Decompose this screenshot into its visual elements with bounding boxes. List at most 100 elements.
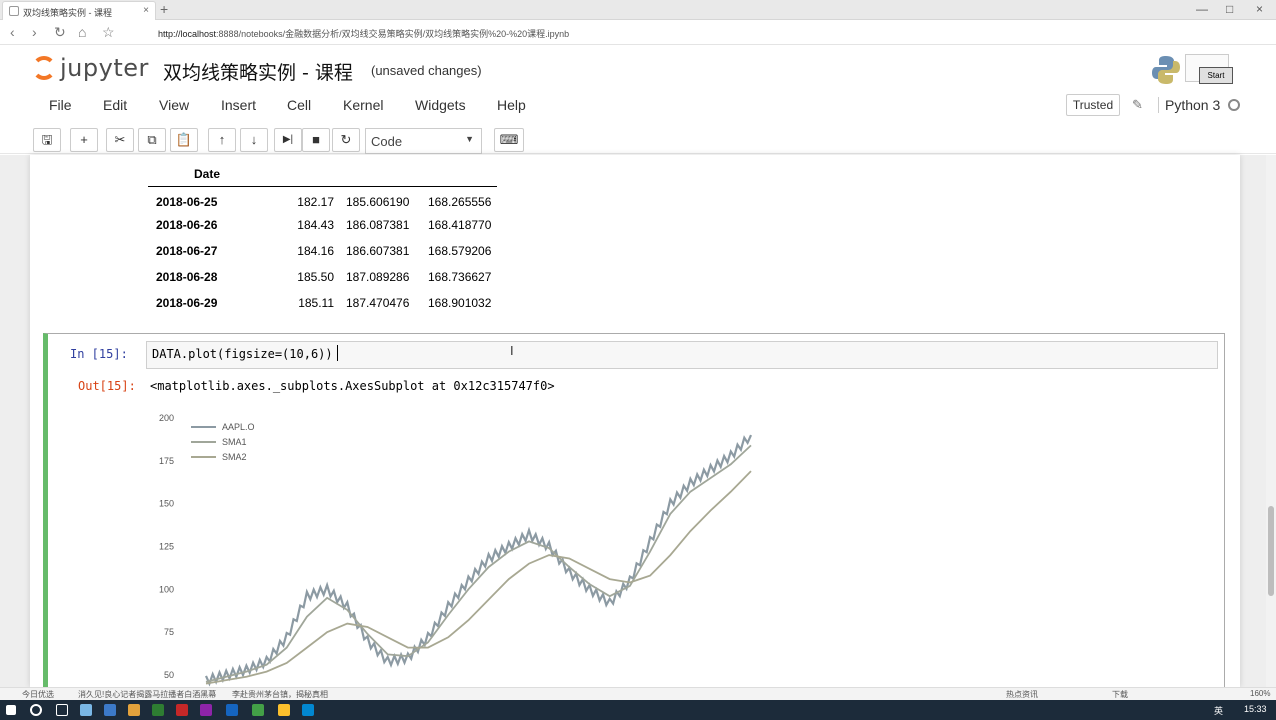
cell-sma1: 186.087381 xyxy=(346,218,410,232)
cut-button[interactable]: ✂ xyxy=(106,128,134,152)
table-row: 2018-06-25 182.17 185.606190 168.265556 xyxy=(148,186,497,212)
index-header: Date xyxy=(148,162,266,187)
scrollbar-thumb[interactable] xyxy=(1268,506,1274,596)
cell-aapl: 184.43 xyxy=(297,218,334,232)
app-icon[interactable] xyxy=(226,704,238,716)
minimize-icon[interactable]: — xyxy=(1196,2,1208,16)
code-text[interactable]: DATA.plot(figsize=(10,6)) xyxy=(152,347,333,361)
url-field[interactable]: http://localhost:8888/notebooks/金融数据分析/双… xyxy=(158,27,569,40)
code-cell[interactable] xyxy=(43,333,1225,693)
paste-button[interactable]: 📋 xyxy=(170,128,198,152)
jupyter-logo[interactable]: jupyter xyxy=(30,54,150,84)
cell-aapl: 185.11 xyxy=(298,296,334,310)
y-tick-label: 175 xyxy=(159,456,174,466)
cell-type-select[interactable]: Code ▼ xyxy=(365,128,482,154)
browser-status-bar: 今日优选 消久见!良心记者揭露马拉播者白酒黑幕 李赴贵州茅台镇，揭秘真相 热点资… xyxy=(0,687,1276,700)
column-header xyxy=(415,162,498,187)
zoom-level[interactable]: 160% xyxy=(1250,689,1271,698)
app-icon[interactable] xyxy=(104,704,116,716)
menu-bar: File Edit View Insert Cell Kernel Widget… xyxy=(0,94,1276,118)
legend-label: SMA1 xyxy=(222,437,247,447)
folder-icon[interactable] xyxy=(128,704,140,716)
menu-insert[interactable]: Insert xyxy=(221,97,257,113)
row-index: 2018-06-28 xyxy=(156,270,218,284)
app-icon[interactable] xyxy=(252,704,264,716)
close-window-icon[interactable]: × xyxy=(1256,2,1264,16)
row-index: 2018-06-26 xyxy=(156,218,218,232)
status-news[interactable]: 李赴贵州茅台镇，揭秘真相 xyxy=(232,690,328,699)
move-up-button[interactable]: ↑ xyxy=(208,128,236,152)
app-icon[interactable] xyxy=(278,704,290,716)
move-down-button[interactable]: ↓ xyxy=(240,128,268,152)
interrupt-button[interactable]: ■ xyxy=(302,128,330,152)
home-icon[interactable]: ⌂ xyxy=(78,24,87,40)
cell-sma2: 168.736627 xyxy=(428,270,492,284)
status-news[interactable]: 消久见!良心记者揭露马拉播者白酒黑幕 xyxy=(78,690,217,699)
notebook-title[interactable]: 双均线策略实例 - 课程 xyxy=(163,62,353,84)
menu-edit[interactable]: Edit xyxy=(103,97,128,113)
search-icon[interactable] xyxy=(30,704,42,716)
cell-sma1: 187.089286 xyxy=(346,270,410,284)
menu-kernel[interactable]: Kernel xyxy=(343,97,384,113)
app-icon[interactable] xyxy=(200,704,212,716)
input-method-indicator[interactable]: 英 xyxy=(1214,706,1224,716)
app-icon[interactable] xyxy=(80,704,92,716)
trusted-indicator[interactable]: Trusted xyxy=(1066,94,1120,116)
table-row: 2018-06-28 185.50 187.089286 168.736627 xyxy=(148,264,497,290)
address-bar: ‹ › ↻ ⌂ ☆ http://localhost:8888/notebook… xyxy=(0,21,1276,45)
cell-sma1: 186.607381 xyxy=(346,244,410,258)
menu-cell[interactable]: Cell xyxy=(287,97,312,113)
chevron-down-icon: ▼ xyxy=(465,134,474,144)
y-tick-label: 50 xyxy=(164,670,174,680)
insert-cell-button[interactable]: + xyxy=(70,128,98,152)
y-tick-label: 200 xyxy=(159,413,174,423)
windows-taskbar: 英 15:33 xyxy=(0,700,1276,720)
menu-help[interactable]: Help xyxy=(497,97,526,113)
menu-file[interactable]: File xyxy=(49,97,72,113)
table-row: 2018-06-29 185.11 187.470476 168.901032 xyxy=(148,290,497,316)
y-tick-label: 150 xyxy=(159,499,174,509)
dataframe-table: Date 2018-06-25 182.17 185.606190 168.26… xyxy=(148,162,498,316)
close-tab-icon[interactable]: × xyxy=(143,5,149,16)
series-line-aaplo xyxy=(204,434,753,687)
cell-sma1: 185.606190 xyxy=(346,195,410,210)
cell-aapl: 182.17 xyxy=(297,195,334,210)
column-header xyxy=(266,162,340,187)
y-tick-label: 100 xyxy=(159,584,174,594)
unsaved-indicator: (unsaved changes) xyxy=(371,63,482,78)
back-icon[interactable]: ‹ xyxy=(10,24,15,40)
run-button[interactable]: ▶| xyxy=(274,128,302,152)
legend-label: AAPL.O xyxy=(222,422,255,432)
menu-widgets[interactable]: Widgets xyxy=(415,97,466,113)
start-button[interactable]: Start xyxy=(1199,67,1233,84)
windows-start-icon[interactable] xyxy=(6,705,16,715)
code-input-area[interactable] xyxy=(146,341,1218,369)
copy-button[interactable]: ⧉ xyxy=(138,128,166,152)
app-icon[interactable] xyxy=(152,704,164,716)
cell-sma2: 168.901032 xyxy=(428,296,492,310)
app-icon[interactable] xyxy=(176,704,188,716)
scrollbar[interactable] xyxy=(1266,155,1276,687)
status-download[interactable]: 下载 xyxy=(1112,690,1128,699)
kernel-name[interactable]: Python 3 xyxy=(1158,97,1220,113)
python-logo-icon xyxy=(1152,56,1180,84)
clock[interactable]: 15:33 xyxy=(1244,704,1267,714)
bookmark-star-icon[interactable]: ☆ xyxy=(102,24,115,40)
app-icon[interactable] xyxy=(302,704,314,716)
status-item[interactable]: 热点资讯 xyxy=(1006,690,1038,699)
command-palette-button[interactable]: ⌨ xyxy=(494,128,524,152)
status-item[interactable]: 今日优选 xyxy=(22,690,54,699)
save-button[interactable]: 🖫 xyxy=(33,128,61,152)
browser-tab[interactable]: 双均线策略实例 - 课程 × xyxy=(2,1,156,20)
reload-icon[interactable]: ↻ xyxy=(54,24,66,40)
restart-button[interactable]: ↻ xyxy=(332,128,360,152)
cell-sma1: 187.470476 xyxy=(346,296,410,310)
output-prompt: Out[15]: xyxy=(78,379,136,393)
cell-sma2: 168.579206 xyxy=(428,244,492,258)
task-view-icon[interactable] xyxy=(56,704,68,716)
url-host: http://localhost xyxy=(158,29,217,39)
maximize-icon[interactable]: □ xyxy=(1226,2,1234,16)
menu-view[interactable]: View xyxy=(159,97,190,113)
new-tab-icon[interactable]: + xyxy=(160,1,169,17)
forward-icon[interactable]: › xyxy=(32,24,37,40)
